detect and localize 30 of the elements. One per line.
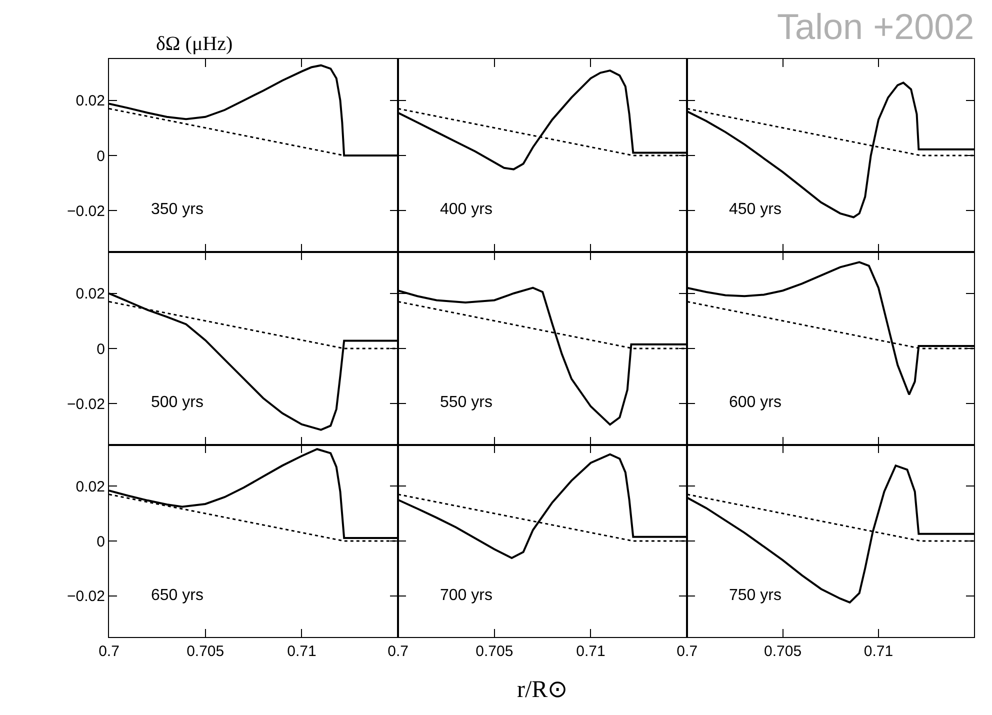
x-tick-label: 0.7 [388,643,408,660]
annotation: 500 yrs [151,394,204,411]
annotation: 400 yrs [440,201,492,218]
x-tick-label: 0.7 [676,643,698,660]
annotation: 600 yrs [729,394,782,411]
x-tick-label: 0.705 [186,643,224,660]
x-tick-label: 0.71 [576,643,606,660]
y-axis-title: δΩ (μHz) [156,33,233,55]
x-tick-label: 0.705 [764,643,802,660]
y-tick-label: 0.02 [76,286,105,303]
annotation: 350 yrs [151,201,204,218]
x-axis-title: r/R⊙ [517,677,568,703]
annotation: 750 yrs [729,587,782,604]
x-tick-label: 0.71 [864,643,894,660]
annotation: 450 yrs [729,201,782,218]
text: Talon +2002 [777,6,974,47]
y-tick-label: −0.02 [67,588,105,606]
y-tick-label: −0.02 [67,202,105,220]
x-tick-label: 0.705 [476,643,514,660]
annotation: 650 yrs [151,587,204,604]
annotation: 700 yrs [440,587,492,604]
annotation: 550 yrs [440,394,492,411]
y-tick-label: −0.02 [67,396,105,413]
y-tick-label: 0 [96,148,105,165]
y-tick-label: 0.02 [76,92,105,110]
x-tick-label: 0.71 [287,643,316,660]
y-tick-label: 0 [96,340,105,358]
y-tick-label: 0.02 [76,478,105,496]
x-tick-label: 0.7 [98,643,120,660]
y-tick-label: 0 [96,533,105,550]
